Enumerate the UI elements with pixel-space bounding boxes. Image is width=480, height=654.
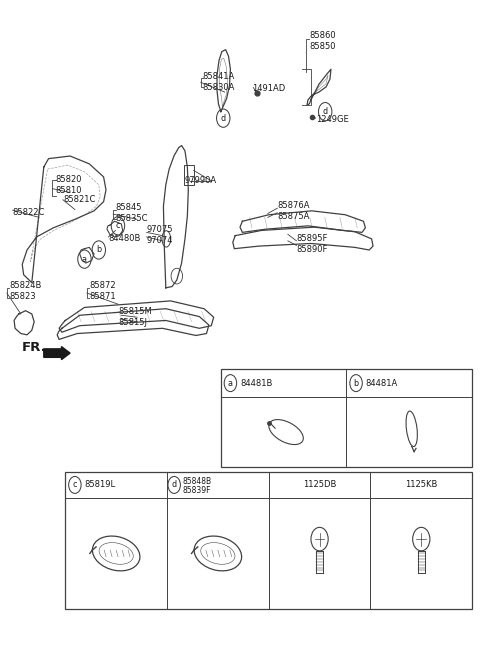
Text: 85815M
85815J: 85815M 85815J xyxy=(118,307,152,327)
Text: 1491AD: 1491AD xyxy=(252,84,285,94)
Text: 1125DB: 1125DB xyxy=(303,481,336,489)
Text: c: c xyxy=(72,481,77,489)
Text: 84480B: 84480B xyxy=(108,234,141,243)
Text: 85860
85850: 85860 85850 xyxy=(310,31,336,51)
Text: 97990A: 97990A xyxy=(185,177,217,185)
FancyArrow shape xyxy=(44,347,70,360)
Text: d: d xyxy=(221,114,226,123)
Bar xyxy=(221,370,472,468)
Text: 1249GE: 1249GE xyxy=(316,115,348,124)
Text: 85848B: 85848B xyxy=(183,477,212,485)
Bar xyxy=(183,165,194,184)
Text: b: b xyxy=(96,245,101,254)
Text: 84481A: 84481A xyxy=(366,379,398,388)
Text: 84481B: 84481B xyxy=(240,379,272,388)
Text: 97075
97074: 97075 97074 xyxy=(147,225,173,245)
Text: a: a xyxy=(82,254,87,264)
Text: d: d xyxy=(323,107,328,116)
Text: 85821C: 85821C xyxy=(63,196,96,204)
Text: 85820
85810: 85820 85810 xyxy=(56,175,82,195)
Text: d: d xyxy=(172,481,177,489)
Text: 85822C: 85822C xyxy=(12,208,45,217)
Text: c: c xyxy=(116,221,120,230)
Text: 85845
85835C: 85845 85835C xyxy=(116,203,148,224)
Text: 85824B
85823: 85824B 85823 xyxy=(9,281,42,301)
Text: b: b xyxy=(353,379,359,388)
Text: 85895F
85890F: 85895F 85890F xyxy=(297,234,328,254)
Text: 85841A
85830A: 85841A 85830A xyxy=(203,72,235,92)
Text: 85872
85871: 85872 85871 xyxy=(89,281,116,301)
Text: 85876A
85875A: 85876A 85875A xyxy=(277,201,310,221)
Text: 1125KB: 1125KB xyxy=(405,481,437,489)
Text: a: a xyxy=(228,379,233,388)
Text: 85839F: 85839F xyxy=(183,486,211,494)
Text: 85819L: 85819L xyxy=(84,481,116,489)
Bar xyxy=(65,472,472,609)
Text: FR.: FR. xyxy=(22,341,47,354)
